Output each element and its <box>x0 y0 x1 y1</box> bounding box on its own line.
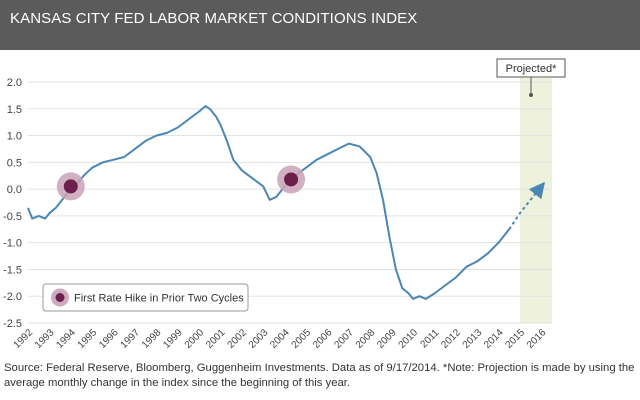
title-bar: KANSAS CITY FED LABOR MARKET CONDITIONS … <box>0 0 640 50</box>
rate-hike-marker <box>63 179 78 194</box>
x-tick-label: 2012 <box>439 327 463 351</box>
x-tick-label: 1995 <box>76 327 100 351</box>
projected-leader-dot <box>529 93 533 97</box>
y-tick-label: -1.5 <box>3 264 22 276</box>
x-tick-label: 2009 <box>375 327 399 351</box>
legend-box <box>42 283 249 312</box>
legend-marker <box>55 293 65 302</box>
y-tick-label: 0.5 <box>7 157 22 169</box>
x-tick-label: 1996 <box>97 327 121 351</box>
x-tick-label: 2013 <box>461 327 485 351</box>
x-tick-label: 2006 <box>311 327 335 351</box>
source-note: Source: Federal Reserve, Bloomberg, Gugg… <box>4 362 635 389</box>
x-tick-label: 2007 <box>332 327 356 351</box>
x-tick-label: 2016 <box>525 327 549 351</box>
x-tick-label: 2003 <box>247 327 271 351</box>
x-tick-label: 2015 <box>504 327 528 351</box>
legend: First Rate Hike in Prior Two Cycles <box>42 283 249 312</box>
x-tick-label: 2001 <box>204 327 228 351</box>
x-tick-label: 1994 <box>54 327 78 351</box>
y-tick-label: 1.0 <box>7 131 22 143</box>
x-tick-label: 2002 <box>225 327 249 351</box>
x-tick-label: 2004 <box>268 327 292 351</box>
x-tick-label: 2000 <box>183 327 207 351</box>
x-tick-label: 1999 <box>161 327 185 351</box>
projected-label: Projected* <box>506 63 557 75</box>
markers-group <box>56 165 306 201</box>
series-group <box>27 105 546 300</box>
x-tick-label: 1992 <box>12 327 36 351</box>
y-axis-ticks: 2.0 1.5 1.0 0.5 0.0 -0.5 -1.0 -1.5 -2.0 -2.5 <box>3 77 22 330</box>
x-tick-label: 2011 <box>418 327 441 350</box>
x-tick-label: 2010 <box>397 327 421 351</box>
y-tick-label: 0.0 <box>7 184 22 196</box>
y-tick-label: 2.0 <box>7 77 22 89</box>
x-axis-ticks: 1992199319941995199619971998199920002001… <box>12 327 549 351</box>
y-tick-label: -1.0 <box>3 238 22 250</box>
x-tick-label: 1993 <box>33 327 57 351</box>
rate-hike-marker <box>284 172 299 187</box>
y-tick-label: 1.5 <box>7 104 22 116</box>
legend-label: First Rate Hike in Prior Two Cycles <box>74 293 244 305</box>
chart-area: 2.0 1.5 1.0 0.5 0.0 -0.5 -1.0 -1.5 -2.0 -2.5 1992… <box>3 58 566 351</box>
projection-region <box>519 78 552 323</box>
projected-callout: Projected* <box>496 58 566 97</box>
x-tick-label: 2008 <box>354 327 378 351</box>
x-tick-label: 2014 <box>482 327 506 351</box>
x-tick-label: 1998 <box>140 327 164 351</box>
index-line <box>27 105 510 300</box>
x-tick-label: 2005 <box>290 327 314 351</box>
y-tick-label: -0.5 <box>3 211 22 223</box>
chart-title: KANSAS CITY FED LABOR MARKET CONDITIONS … <box>10 10 418 27</box>
y-tick-label: -2.5 <box>3 318 22 330</box>
y-tick-label: -2.0 <box>3 291 22 303</box>
x-tick-label: 1997 <box>119 327 143 351</box>
